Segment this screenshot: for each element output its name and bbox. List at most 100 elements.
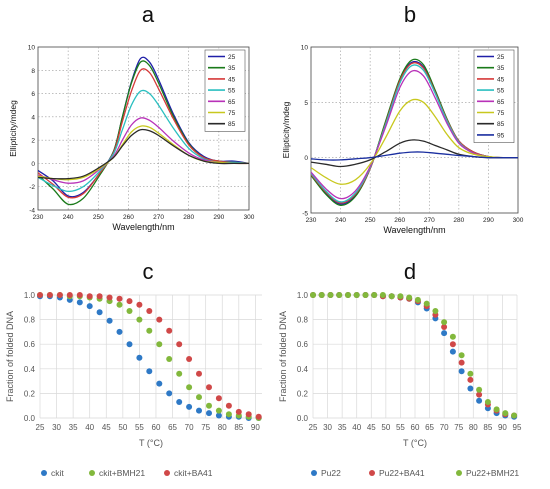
data-point-ckit+BA41 [56, 292, 63, 298]
data-point-ckit+BA41 [146, 308, 153, 314]
x-axis-label: Wavelength/nm [112, 222, 174, 232]
data-point-ckit [215, 412, 222, 419]
data-point-ckit+BMH21 [225, 411, 232, 418]
data-point-ckit+BA41 [76, 292, 83, 298]
legend-marker [311, 470, 317, 476]
y-tick-label: -5 [302, 211, 308, 218]
x-tick-label: 35 [338, 423, 347, 432]
x-tick-label: 240 [335, 217, 346, 224]
x-tick-label: 65 [168, 423, 177, 432]
legend-label: 25 [497, 54, 505, 61]
data-point-Pu22+BMH21 [318, 292, 325, 298]
series-line-65 [38, 117, 249, 184]
data-point-ckit [106, 317, 113, 324]
x-tick-label: 250 [365, 217, 376, 224]
x-tick-label: 60 [411, 423, 420, 432]
data-point-ckit+BMH21 [176, 370, 183, 377]
data-point-ckit [206, 410, 212, 417]
data-point-Pu22+BMH21 [388, 293, 395, 300]
legend-label: 65 [497, 99, 505, 106]
data-point-ckit+BA41 [235, 408, 242, 415]
x-tick-label: 40 [85, 423, 94, 432]
y-tick-label: -2 [29, 184, 35, 191]
data-point-Pu22+BMH21 [414, 296, 421, 303]
x-tick-label: 75 [454, 423, 463, 432]
data-point-Pu22+BA41 [458, 359, 465, 366]
data-point-ckit+BMH21 [215, 407, 222, 414]
data-point-ckit+BA41 [166, 327, 173, 334]
x-tick-label: 45 [367, 423, 376, 432]
y-tick-label: 0 [31, 161, 35, 168]
data-point-ckit+BA41 [215, 395, 222, 402]
y-tick-label: 10 [301, 45, 309, 52]
x-axis-label: T (°C) [139, 438, 163, 448]
x-tick-label: 30 [323, 423, 332, 432]
data-point-Pu22+BMH21 [476, 386, 483, 393]
data-point-ckit [146, 368, 153, 375]
data-point-ckit+BMH21 [186, 384, 193, 391]
y-axis-label: Fraction of folded DNA [278, 311, 288, 402]
y-tick-label: -4 [29, 208, 35, 215]
x-tick-label: 45 [102, 423, 111, 432]
x-tick-label: 30 [52, 423, 61, 432]
legend-label: 35 [497, 65, 505, 72]
x-tick-label: 25 [36, 423, 45, 432]
data-point-ckit+BMH21 [116, 301, 123, 308]
legend-marker [41, 470, 47, 476]
panel-b: b -5 0 5 10 230 240 250 260 270 280 290 300 Wavelengt… [281, 2, 524, 235]
data-point-Pu22 [476, 397, 483, 404]
x-tick-label: 50 [381, 423, 390, 432]
data-point-ckit [86, 303, 93, 310]
legend-label: 45 [228, 76, 236, 83]
legend-label: 95 [497, 132, 505, 139]
data-point-Pu22+BMH21 [432, 308, 439, 314]
data-point-Pu22+BMH21 [441, 319, 448, 326]
data-point-ckit [116, 328, 123, 335]
legend-marker [456, 470, 462, 476]
data-point-ckit+BA41 [96, 293, 103, 300]
y-tick-label: 2 [31, 138, 35, 145]
data-point-Pu22+BMH21 [423, 300, 430, 307]
data-point-ckit+BA41 [255, 413, 262, 420]
data-point-ckit [136, 354, 143, 361]
data-point-Pu22+BMH21 [397, 293, 404, 300]
x-tick-label: 250 [93, 214, 104, 221]
data-point-ckit+BMH21 [196, 394, 202, 401]
legend-label: ckit [51, 468, 64, 478]
x-tick-label: 90 [498, 423, 507, 432]
x-tick-label: 55 [135, 423, 144, 432]
legend-marker [89, 470, 95, 476]
x-tick-label: 60 [152, 423, 161, 432]
series-line-45 [38, 68, 249, 199]
y-tick-label: 0.8 [297, 316, 309, 325]
x-tick-label: 260 [394, 217, 405, 224]
data-point-Pu22+BMH21 [511, 412, 518, 419]
x-tick-label: 270 [424, 217, 435, 224]
y-tick-label: 0.2 [24, 389, 36, 398]
legend-label: 55 [228, 88, 236, 95]
data-point-Pu22 [449, 348, 456, 355]
x-tick-label: 40 [352, 423, 361, 432]
panel-letter: a [142, 2, 155, 27]
data-point-ckit+BMH21 [166, 356, 173, 362]
data-point-Pu22 [458, 368, 465, 375]
series-line-75 [311, 98, 518, 185]
y-axis-label: Ellipticity/mdeg [8, 100, 18, 157]
data-point-ckit+BMH21 [156, 341, 163, 348]
data-point-Pu22+BA41 [476, 391, 483, 398]
legend-label: 35 [228, 65, 236, 72]
data-point-Pu22 [467, 385, 474, 392]
data-point-ckit [156, 380, 163, 387]
data-point-Pu22+BMH21 [345, 292, 351, 298]
legend-label: 55 [497, 88, 505, 95]
y-tick-label: 0.0 [24, 414, 36, 423]
y-tick-label: 6 [31, 91, 35, 98]
data-point-Pu22+BMH21 [449, 333, 456, 340]
y-tick-label: 1.0 [24, 291, 36, 300]
panel-letter: b [404, 2, 416, 27]
panel-c: c 0.0 0.2 0.4 0.6 0.8 1.0 25 30 35 40 45 50 55 60 65 70 7… [5, 259, 262, 478]
data-point-ckit [186, 403, 193, 410]
x-tick-label: 70 [185, 423, 194, 432]
data-point-Pu22+BA41 [467, 376, 474, 383]
